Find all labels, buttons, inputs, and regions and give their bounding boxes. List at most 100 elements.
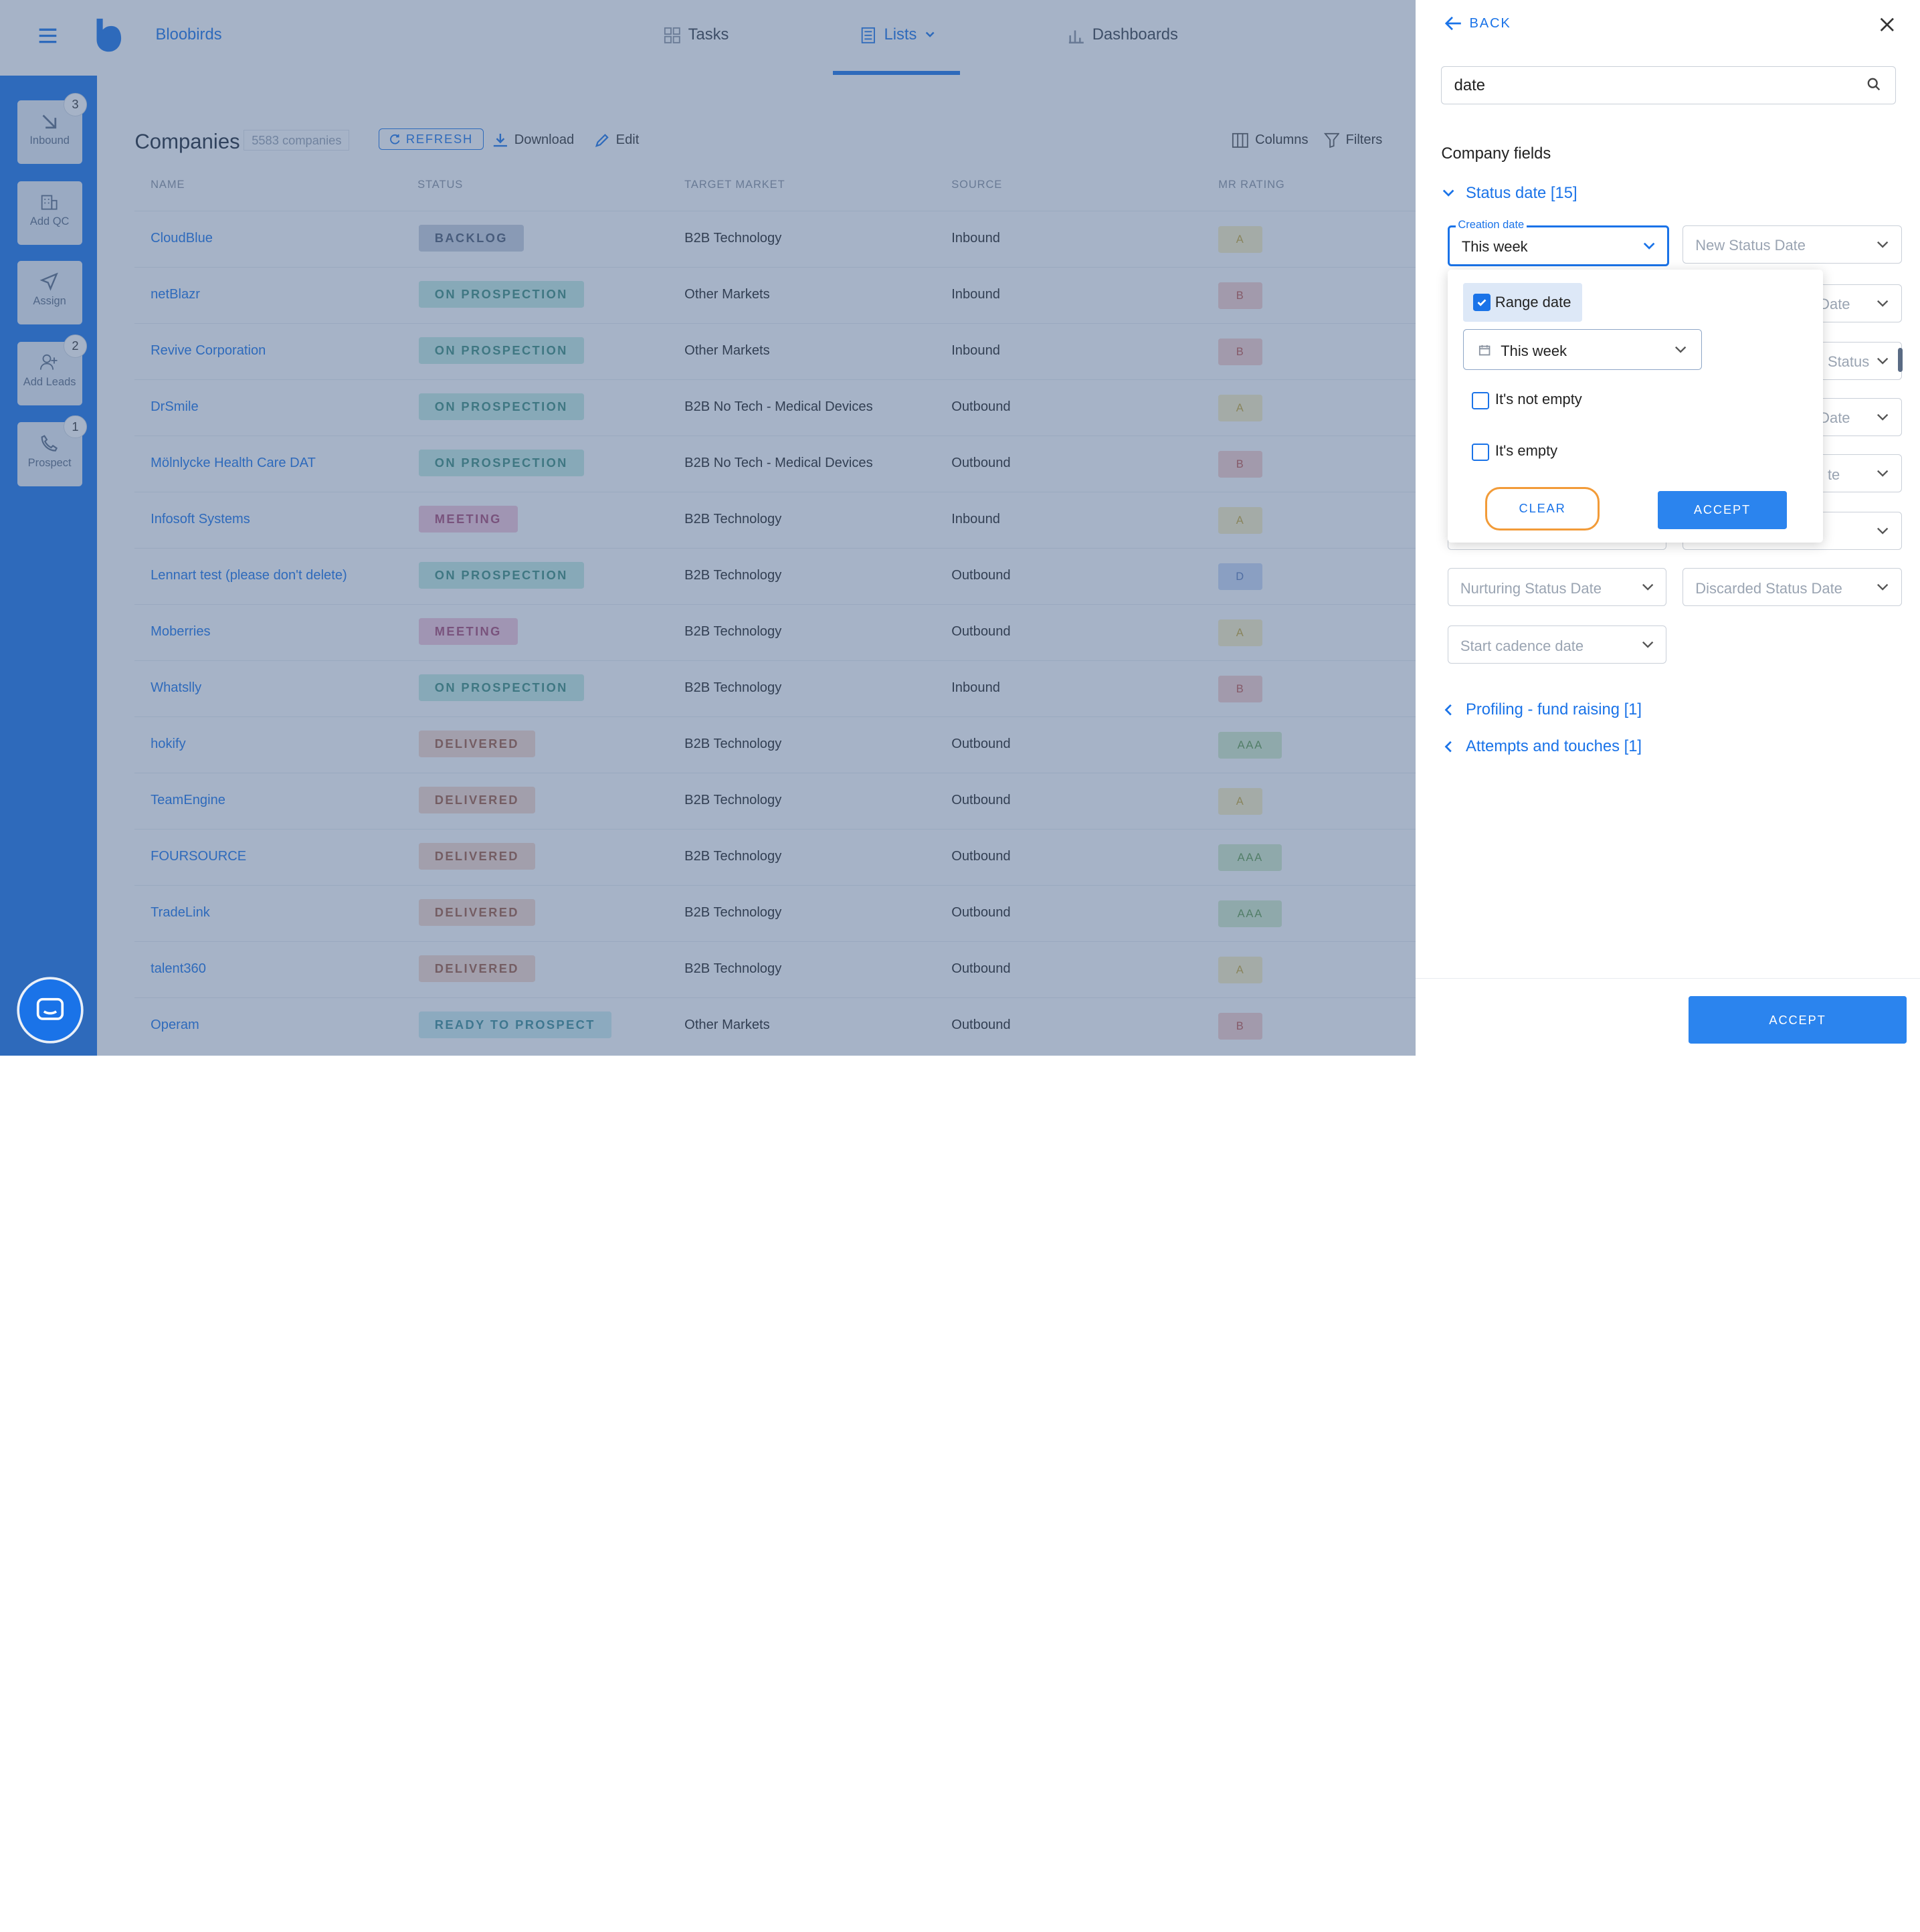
company-name-link[interactable]: Whatslly <box>151 680 202 696</box>
source-cell: Outbound <box>951 399 1011 415</box>
table-row[interactable]: Infosoft Systems MEETING B2B Technology Inb… <box>134 491 1416 549</box>
source-cell: Outbound <box>951 793 1011 808</box>
download-button[interactable]: Download <box>492 132 574 149</box>
status-badge: ON PROSPECTION <box>418 674 584 702</box>
column-header-source[interactable]: SOURCE <box>951 179 1003 191</box>
column-header-mr-rating[interactable]: MR RATING <box>1218 179 1285 191</box>
column-header-target-market[interactable]: TARGET MARKET <box>684 179 785 191</box>
mr-rating-badge: AAA <box>1218 900 1282 928</box>
table-row[interactable]: Whatslly ON PROSPECTION B2B Technology Inbo… <box>134 660 1416 717</box>
company-name-link[interactable]: Operam <box>151 1018 199 1033</box>
sidebar-item-add-leads[interactable]: Add Leads 2 <box>17 334 87 405</box>
chevron-down-icon <box>1675 347 1687 353</box>
mr-rating-badge: B <box>1218 1012 1263 1040</box>
mr-rating-badge: A <box>1218 619 1263 647</box>
refresh-button[interactable]: REFRESH <box>378 128 484 150</box>
empty-label: It's empty <box>1495 442 1558 459</box>
company-name-link[interactable]: TradeLink <box>151 905 210 921</box>
company-name-link[interactable]: TeamEngine <box>151 793 225 808</box>
company-name-link[interactable]: CloudBlue <box>151 231 213 246</box>
group-status-date[interactable]: Status date [15] <box>1442 184 1577 203</box>
table-row[interactable]: Lennart test (please don't delete) ON PRO… <box>134 547 1416 605</box>
phone-icon <box>41 435 58 452</box>
group-attempts-and-touches[interactable]: Attempts and touches [1] <box>1442 737 1642 756</box>
hamburger-menu-icon[interactable] <box>37 25 59 52</box>
company-name-link[interactable]: talent360 <box>151 961 206 977</box>
column-header-name[interactable]: NAME <box>151 179 185 191</box>
table-row[interactable]: Mölnlycke Health Care DAT ON PROSPECTION B… <box>134 435 1416 492</box>
date-select-partial-text: Date <box>1819 296 1850 313</box>
table-row[interactable]: Operam READY TO PROSPECT Other Markets Outb… <box>134 997 1416 1054</box>
sidebar-item-inbound[interactable]: Inbound 3 <box>17 93 87 165</box>
modal-backdrop[interactable] <box>0 0 1416 1056</box>
table-row[interactable]: FOURSOURCE DELIVERED B2B Technology Outboun… <box>134 828 1416 886</box>
columns-label: Columns <box>1255 132 1309 148</box>
close-icon[interactable] <box>1879 16 1896 39</box>
table-row[interactable]: netBlazr ON PROSPECTION Other Markets Inbou… <box>134 266 1416 324</box>
table-row[interactable]: TradeLink DELIVERED B2B Technology Outbound… <box>134 885 1416 942</box>
nurturing-status-date-placeholder: Nurturing Status Date <box>1460 579 1602 597</box>
clear-button[interactable]: CLEAR <box>1485 487 1600 531</box>
dropdown-accept-button[interactable]: ACCEPT <box>1658 490 1787 529</box>
group-profiling-fund-raising[interactable]: Profiling - fund raising [1] <box>1442 700 1642 719</box>
chevron-left-icon <box>1444 741 1452 753</box>
active-tab-indicator <box>832 71 961 75</box>
nav-tab-lists[interactable]: Lists <box>860 25 937 44</box>
field-search-input[interactable]: date <box>1441 66 1896 104</box>
range-date-option[interactable]: Range date <box>1463 282 1582 322</box>
company-name-link[interactable]: Revive Corporation <box>151 343 266 359</box>
creation-date-select[interactable]: Creation date This week <box>1447 218 1670 266</box>
source-cell: Outbound <box>951 849 1011 864</box>
sidebar-item-assign[interactable]: Assign <box>17 260 82 325</box>
nurturing-status-date-select[interactable]: Nurturing Status Date <box>1447 568 1667 607</box>
creation-date-label: Creation date <box>1455 218 1527 231</box>
table-row[interactable]: TeamEngine DELIVERED B2B Technology Outboun… <box>134 772 1416 830</box>
range-date-checkbox[interactable] <box>1472 294 1491 312</box>
columns-button[interactable]: Columns <box>1232 132 1309 149</box>
target-market-cell: B2B Technology <box>684 512 782 527</box>
bar-chart-icon <box>1068 30 1084 43</box>
table-row[interactable]: Revive Corporation ON PROSPECTION Other Ma… <box>134 322 1416 380</box>
new-status-date-select[interactable]: New Status Date <box>1682 225 1902 264</box>
panel-accept-button[interactable]: ACCEPT <box>1689 996 1907 1044</box>
company-name-link[interactable]: Lennart test (please don't delete) <box>151 568 347 583</box>
edit-button[interactable]: Edit <box>594 132 639 149</box>
bloobirds-logo-icon[interactable] <box>93 17 122 60</box>
target-market-cell: B2B No Tech - Medical Devices <box>684 456 873 471</box>
column-header-status[interactable]: STATUS <box>417 179 464 191</box>
company-name-link[interactable]: Mölnlycke Health Care DAT <box>151 456 316 471</box>
company-name-link[interactable]: hokify <box>151 737 186 752</box>
table-row[interactable]: talent360 DELIVERED B2B Technology Outbound… <box>134 941 1416 998</box>
table-row[interactable]: Moberries MEETING B2B Technology Outbound A <box>134 603 1416 661</box>
empty-checkbox[interactable] <box>1472 443 1490 461</box>
not-empty-checkbox[interactable] <box>1472 391 1490 409</box>
range-date-select[interactable]: This week <box>1463 329 1703 370</box>
chevron-down-icon <box>1877 241 1889 248</box>
chevron-down-icon <box>926 31 935 38</box>
nav-tab-tasks[interactable]: Tasks <box>664 25 729 44</box>
start-cadence-date-placeholder: Start cadence date <box>1460 637 1584 654</box>
table-row[interactable]: DrSmile ON PROSPECTION B2B No Tech - Medic… <box>134 379 1416 436</box>
filters-button[interactable]: Filters <box>1323 132 1382 149</box>
status-badge: ON PROSPECTION <box>418 562 584 589</box>
source-cell: Inbound <box>951 287 1000 302</box>
chat-support-button[interactable] <box>19 979 81 1041</box>
company-name-link[interactable]: Infosoft Systems <box>151 512 250 527</box>
discarded-status-date-select[interactable]: Discarded Status Date <box>1682 568 1902 607</box>
panel-scrollbar-thumb[interactable] <box>1898 347 1903 373</box>
start-cadence-date-select[interactable]: Start cadence date <box>1447 625 1667 664</box>
back-button[interactable]: BACK <box>1444 16 1511 31</box>
table-row[interactable]: hokify DELIVERED B2B Technology Outbound AAA <box>134 716 1416 773</box>
source-cell: Inbound <box>951 512 1000 527</box>
table-row[interactable]: CloudBlue BACKLOG B2B Technology Inbound A <box>134 210 1416 268</box>
sidebar-item-add-qc[interactable]: Add QC <box>17 181 82 246</box>
panel-footer: ACCEPT <box>1415 978 1920 1055</box>
sidebar-item-prospect[interactable]: Prospect 1 <box>17 415 87 486</box>
company-name-link[interactable]: Moberries <box>151 624 211 640</box>
company-name-link[interactable]: FOURSOURCE <box>151 849 247 864</box>
mr-rating-badge: A <box>1218 506 1263 535</box>
nav-tab-dashboards[interactable]: Dashboards <box>1068 25 1178 44</box>
company-name-link[interactable]: netBlazr <box>151 287 200 302</box>
company-name-link[interactable]: DrSmile <box>151 399 199 415</box>
pencil-icon <box>595 133 609 147</box>
